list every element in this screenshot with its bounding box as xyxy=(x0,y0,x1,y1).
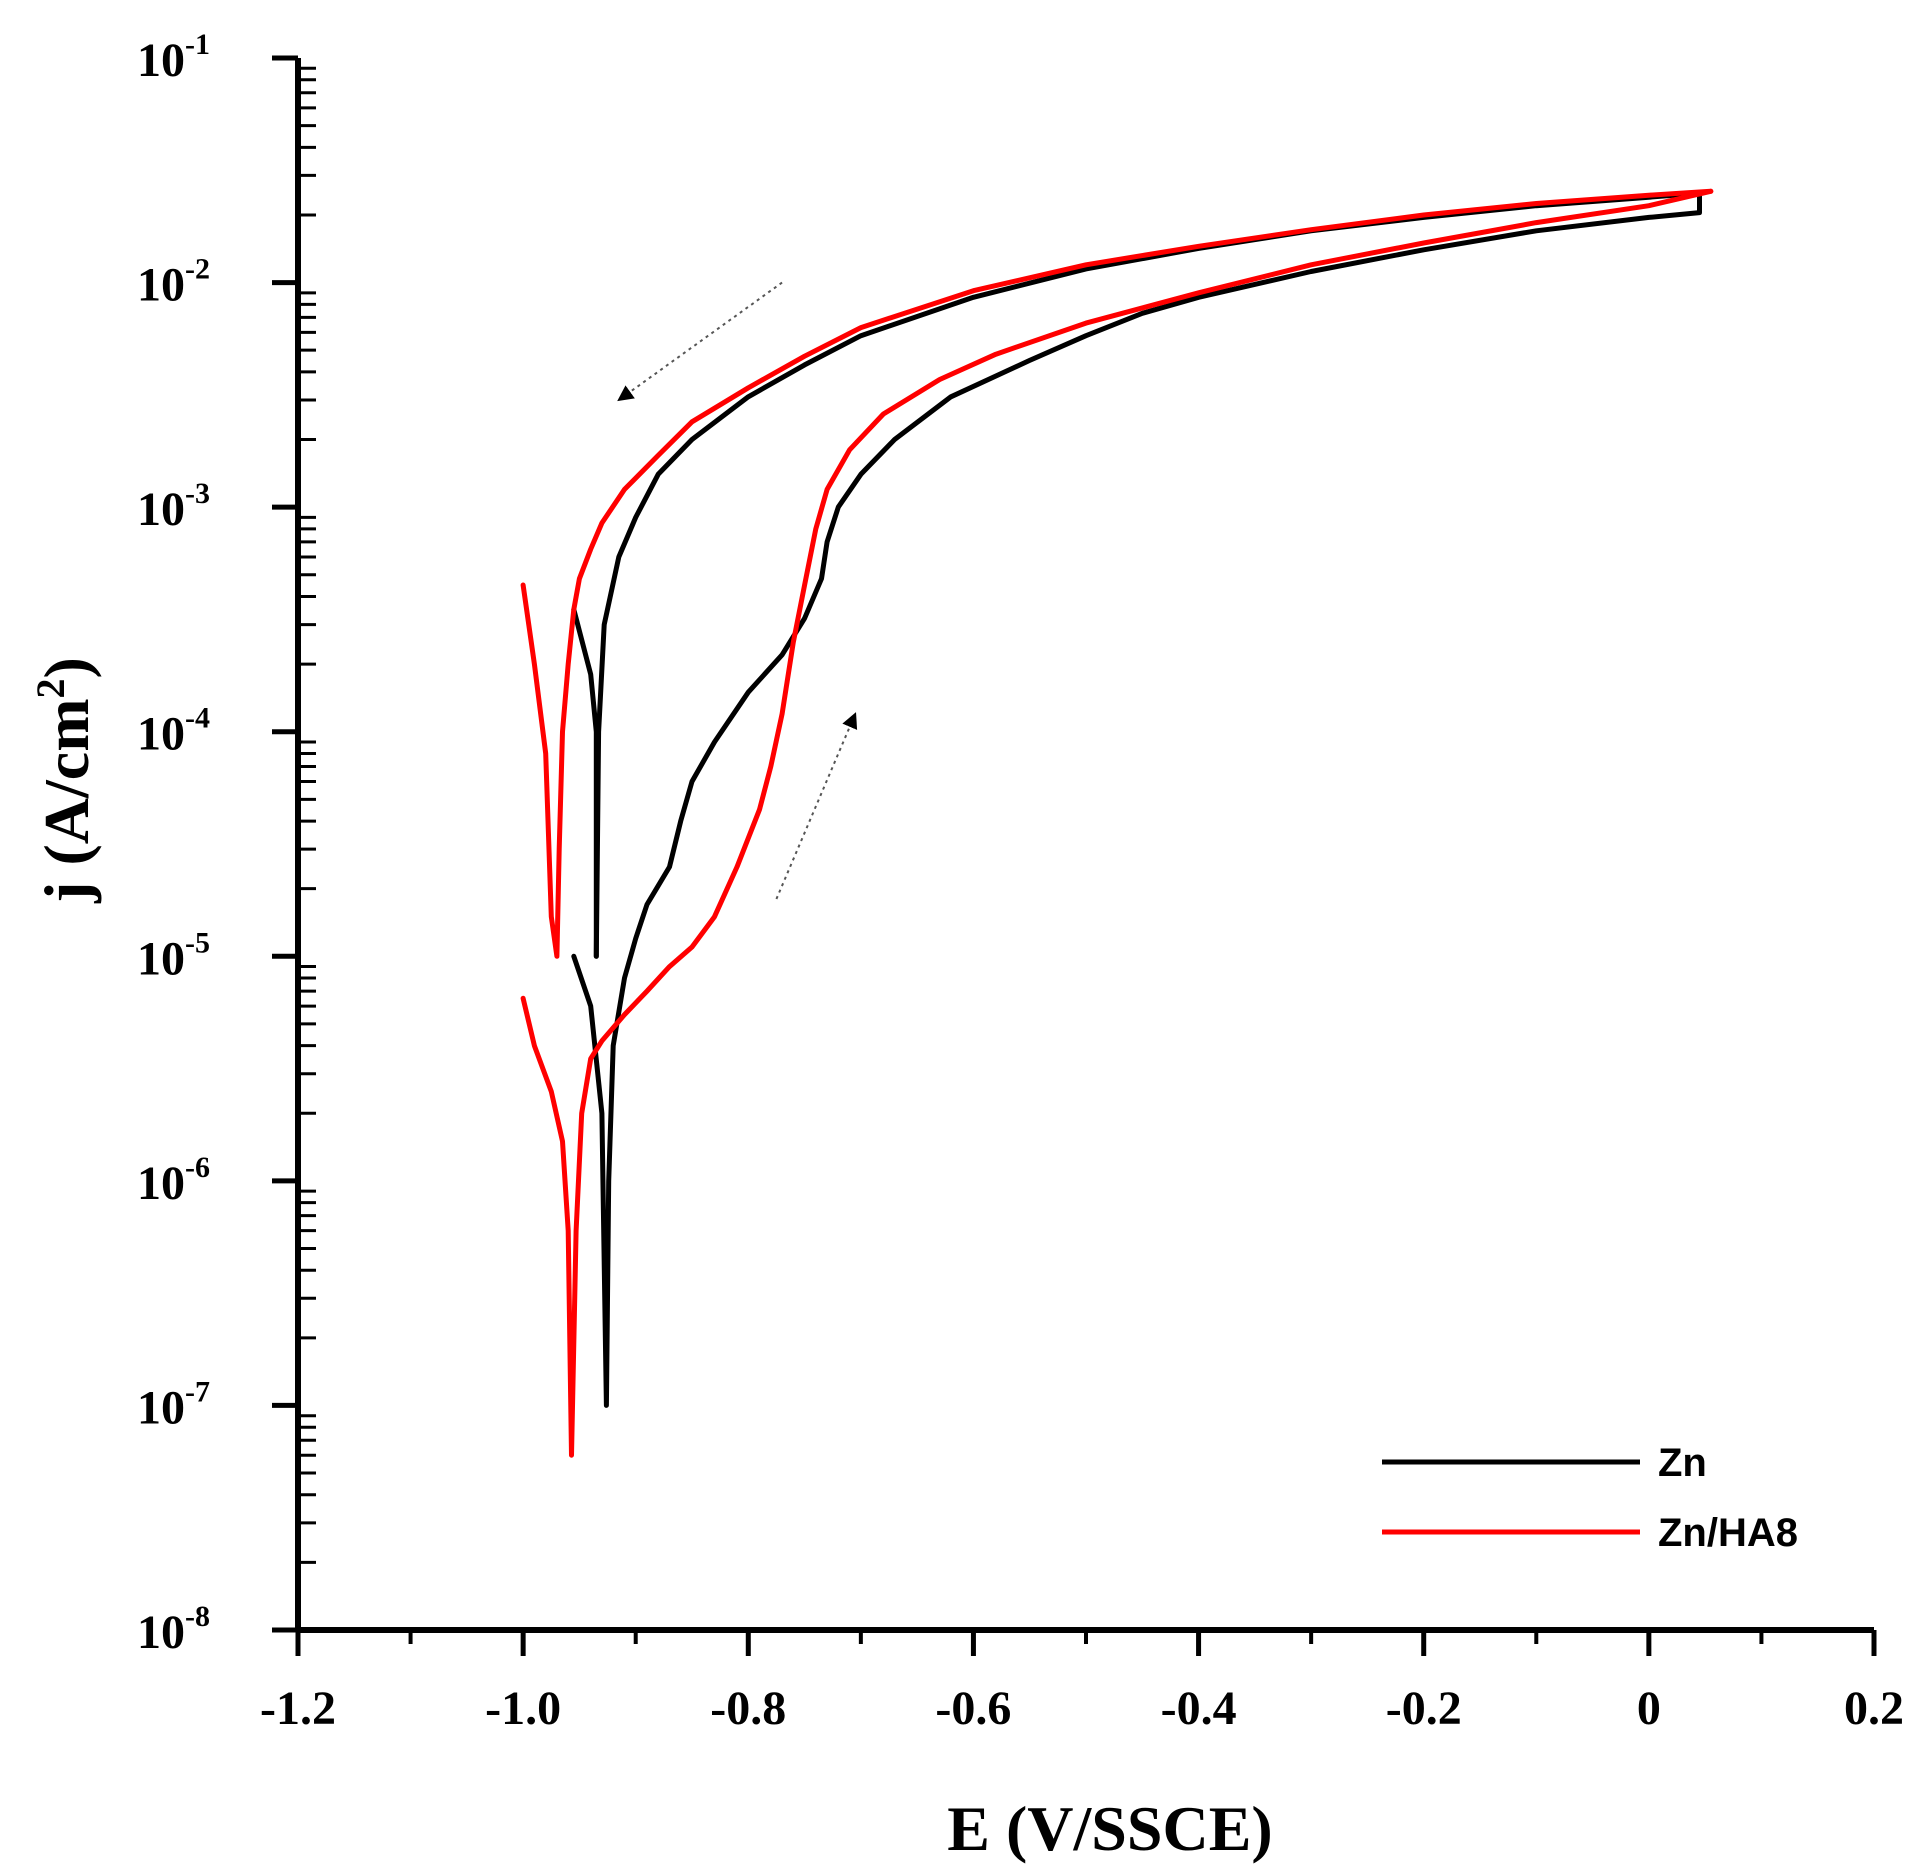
series-line xyxy=(571,190,1702,1408)
y-tick-base: 10 xyxy=(137,1606,185,1659)
legend-label: Zn/HA8 xyxy=(1658,1511,1798,1555)
y-tick-exp: -8 xyxy=(185,1600,210,1633)
series-zn xyxy=(571,190,1702,1408)
legend-label: Zn xyxy=(1658,1441,1707,1485)
y-tick-base: 10 xyxy=(137,1157,185,1210)
y-axis-title-main: j (A/cm xyxy=(31,698,102,903)
direction-arrow xyxy=(617,281,783,402)
y-tick-exp: -5 xyxy=(185,926,210,959)
direction-arrow xyxy=(775,712,858,900)
legend: Zn Zn/HA8 xyxy=(1382,1441,1798,1555)
x-tick-label: 0.2 xyxy=(1844,1682,1904,1735)
y-tick-base: 10 xyxy=(137,259,185,312)
x-tick-label: -1.0 xyxy=(485,1682,561,1735)
y-tick-base: 10 xyxy=(137,708,185,761)
series-line xyxy=(571,607,599,959)
y-tick-base: 10 xyxy=(137,1381,185,1434)
y-tick-exp: -1 xyxy=(185,28,210,61)
y-tick-label: 10-2 xyxy=(137,253,210,312)
y-tick-exp: -3 xyxy=(185,477,210,510)
y-tick-label: 10-8 xyxy=(137,1600,210,1659)
x-tick-label: -0.6 xyxy=(935,1682,1011,1735)
series-zn-ha8 xyxy=(520,188,1714,1458)
y-tick-exp: -6 xyxy=(185,1151,210,1184)
y-axis-title-sup: 2 xyxy=(28,678,73,698)
x-tick-label: -0.4 xyxy=(1161,1682,1237,1735)
y-tick-base: 10 xyxy=(137,483,185,536)
x-tick-label: -0.2 xyxy=(1386,1682,1462,1735)
series-line xyxy=(520,188,1714,1458)
y-axis-title: j (A/cm2) xyxy=(28,657,102,904)
y-tick-label: 10-3 xyxy=(137,477,210,536)
series-layer xyxy=(520,188,1714,1458)
y-tick-exp: -4 xyxy=(185,702,210,735)
y-tick-label: 10-4 xyxy=(137,702,210,761)
tick-labels: -1.2 -1.0 -0.8 -0.6 -0.4 -0.2 0 0.210-110-210-3… xyxy=(137,28,1904,1735)
y-tick-label: 10-7 xyxy=(137,1375,210,1434)
y-tick-label: 10-6 xyxy=(137,1151,210,1210)
y-tick-base: 10 xyxy=(137,34,185,87)
axis-ticks xyxy=(272,55,1877,1656)
y-tick-base: 10 xyxy=(137,932,185,985)
x-axis-title: E (V/SSCE) xyxy=(947,1793,1272,1864)
y-tick-label: 10-5 xyxy=(137,926,210,985)
annotation-layer xyxy=(617,281,858,900)
x-tick-label: 0 xyxy=(1637,1682,1661,1735)
x-tick-label: -1.2 xyxy=(260,1682,336,1735)
y-tick-exp: -2 xyxy=(185,253,210,286)
x-tick-label: -0.8 xyxy=(710,1682,786,1735)
y-axis-title-close: ) xyxy=(31,657,102,678)
y-tick-exp: -7 xyxy=(185,1375,210,1408)
axes xyxy=(295,58,1874,1633)
series-line xyxy=(520,188,1714,959)
y-tick-label: 10-1 xyxy=(137,28,210,87)
